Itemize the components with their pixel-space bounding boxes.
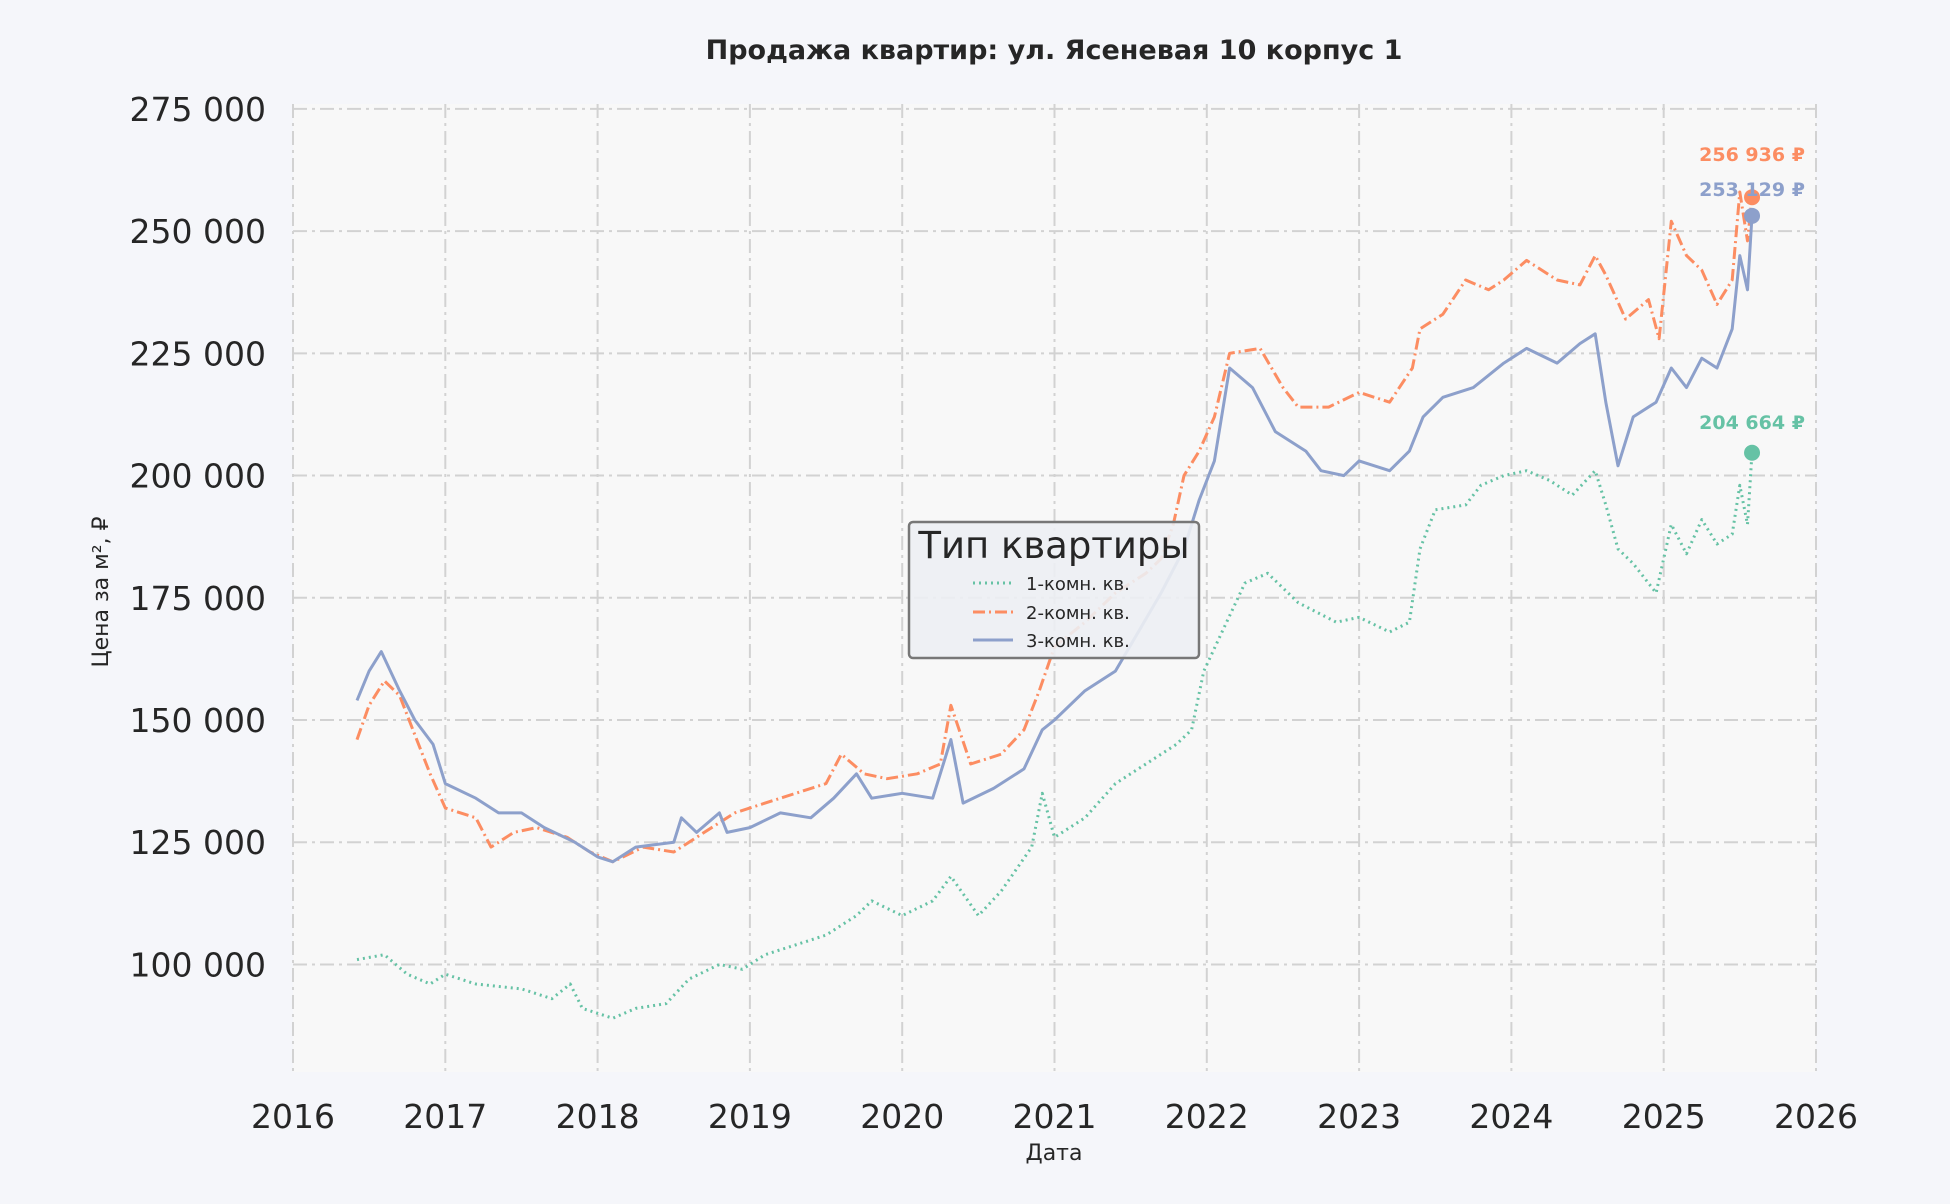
x-tick-label: 2020	[860, 1097, 944, 1136]
series-line-1-room	[356, 452, 1754, 1020]
legend-label-2-room: 2-комн. кв.	[1026, 603, 1130, 624]
x-tick-label: 2024	[1469, 1097, 1553, 1136]
end-value-label-3-room: 253 129 ₽	[1699, 179, 1805, 201]
legend-label-3-room: 3-комн. кв.	[1026, 631, 1130, 652]
legend-title: Тип квартиры	[917, 524, 1189, 567]
y-tick-label: 175 000	[130, 579, 266, 618]
legend: Тип квартиры 1-комн. кв. 2-комн. кв. 3-к…	[907, 520, 1201, 660]
y-tick-label: 225 000	[130, 334, 266, 373]
y-tick-label: 100 000	[130, 945, 266, 984]
x-axis-label: Дата	[1026, 1141, 1083, 1166]
y-tick-label: 150 000	[130, 701, 266, 740]
x-tick-label: 2018	[556, 1097, 640, 1136]
y-tick-label: 275 000	[130, 90, 266, 129]
chart-title: Продажа квартир: ул. Ясеневая 10 корпус …	[706, 35, 1403, 66]
y-tick-label: 125 000	[130, 823, 266, 862]
end-marker-3-room	[1744, 207, 1761, 224]
end-marker-2-room	[1744, 189, 1761, 206]
legend-label-1-room: 1-комн. кв.	[1026, 574, 1130, 595]
y-tick-label: 200 000	[130, 457, 266, 496]
x-tick-label: 2026	[1774, 1097, 1858, 1136]
x-tick-label: 2017	[403, 1097, 487, 1136]
end-value-label-1-room: 204 664 ₽	[1699, 412, 1805, 434]
x-tick-label: 2022	[1165, 1097, 1249, 1136]
legend-box	[907, 520, 1201, 660]
end-marker-1-room	[1744, 444, 1761, 461]
y-axis-label: Цена за м², ₽	[89, 516, 114, 667]
end-value-label-2-room: 256 936 ₽	[1699, 144, 1805, 166]
x-axis-ticks: 2016 2017 2018 2019 2020 2021 2022 2023 2024 2025…	[251, 1097, 1858, 1136]
x-tick-label: 2023	[1317, 1097, 1401, 1136]
x-tick-label: 2016	[251, 1097, 335, 1136]
y-axis-ticks: 100 000 125 000 150 000 175 000 200 000 225 0…	[130, 90, 266, 985]
end-markers: 204 664 ₽ 256 936 ₽ 253 129 ₽	[1699, 144, 1805, 461]
y-tick-label: 250 000	[130, 212, 266, 251]
x-tick-label: 2025	[1622, 1097, 1706, 1136]
series-line-3-room	[355, 215, 1754, 864]
x-tick-label: 2021	[1013, 1097, 1097, 1136]
x-tick-label: 2019	[708, 1097, 792, 1136]
